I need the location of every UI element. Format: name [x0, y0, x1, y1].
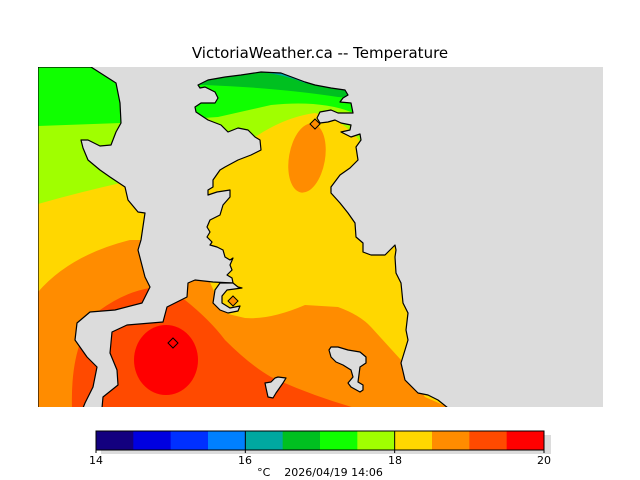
colorbar-ticks: 14 16 18 20 — [89, 454, 551, 467]
colorbar-segment — [469, 431, 508, 450]
colorbar-segment — [357, 431, 396, 450]
colorbar-segment — [282, 431, 321, 450]
colorbar-segment — [394, 431, 433, 450]
island-large — [328, 346, 367, 393]
map-area — [38, 67, 603, 407]
colorbar-tick-label: 18 — [388, 454, 402, 467]
colorbar-tick-label: 20 — [537, 454, 551, 467]
zone-orange-oval — [288, 123, 326, 193]
colorbar-tick-label: 14 — [89, 454, 103, 467]
colorbar-frame — [95, 430, 545, 451]
colorbar: 14 16 18 20 °C 2026/04/19 14:06 — [89, 430, 551, 479]
colorbar-segment — [96, 431, 134, 450]
hook-peninsula — [212, 282, 243, 314]
colorbar-segment — [170, 431, 209, 450]
colorbar-segment — [506, 431, 545, 450]
colorbar-caption: °C 2026/04/19 14:06 — [257, 466, 383, 479]
timestamp-label: 2026/04/19 14:06 — [284, 466, 383, 479]
colorbar-tick-label: 16 — [238, 454, 252, 467]
colorbar-segment — [245, 431, 284, 450]
colorbar-segment — [208, 431, 246, 450]
station-marker-north[interactable] — [309, 118, 321, 130]
colorbar-segment — [432, 431, 470, 450]
station-marker-hook[interactable] — [227, 295, 239, 307]
colorbar-segment — [133, 431, 172, 450]
colorbar-segments — [95, 431, 545, 453]
station-marker-south[interactable] — [167, 337, 179, 349]
colorbar-segment — [320, 431, 358, 450]
island-small — [264, 376, 287, 399]
units-label: °C — [257, 466, 271, 479]
map-title: VictoriaWeather.ca -- Temperature — [192, 44, 448, 62]
zone-red — [134, 325, 198, 395]
